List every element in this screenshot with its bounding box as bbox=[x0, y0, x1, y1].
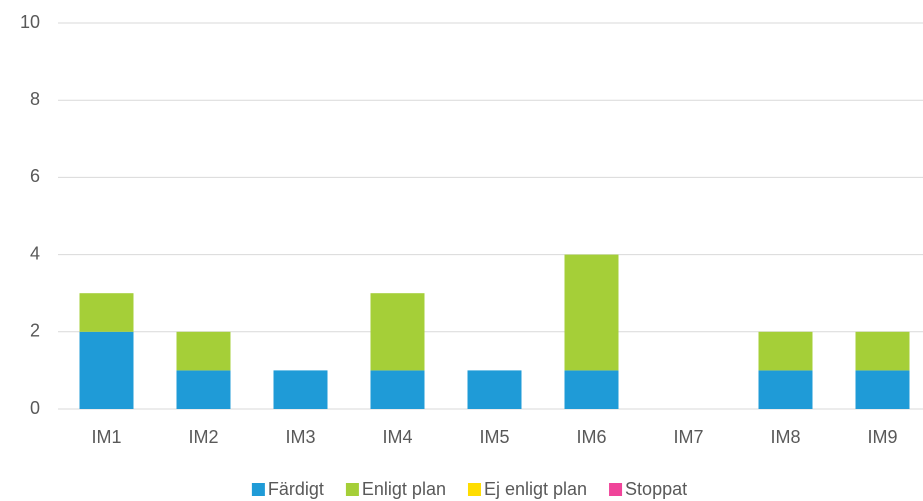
bar-segment bbox=[855, 370, 910, 409]
bar-segment bbox=[176, 331, 231, 371]
bar-segment bbox=[176, 370, 231, 409]
bar-segment bbox=[564, 370, 619, 409]
legend-swatch bbox=[609, 483, 623, 496]
legend-label: Enligt plan bbox=[362, 479, 446, 499]
bar-segment bbox=[564, 254, 619, 371]
x-tick-label: IM7 bbox=[673, 427, 703, 447]
y-tick-label: 6 bbox=[30, 166, 40, 186]
y-tick-label: 10 bbox=[20, 12, 40, 32]
y-tick-label: 0 bbox=[30, 398, 40, 418]
bar-segment bbox=[370, 370, 425, 409]
x-tick-label: IM8 bbox=[770, 427, 800, 447]
y-tick-label: 2 bbox=[30, 321, 40, 341]
legend-swatch bbox=[345, 483, 359, 496]
bar-segment bbox=[273, 370, 328, 409]
bar-segment bbox=[855, 331, 910, 371]
legend-label: Ej enligt plan bbox=[484, 479, 587, 499]
legend-label: Färdigt bbox=[268, 479, 324, 499]
x-tick-label: IM6 bbox=[576, 427, 606, 447]
x-tick-label: IM4 bbox=[382, 427, 412, 447]
x-tick-label: IM1 bbox=[91, 427, 121, 447]
bar-segment bbox=[758, 331, 813, 371]
bar-segment bbox=[758, 370, 813, 409]
x-tick-label: IM2 bbox=[188, 427, 218, 447]
y-tick-label: 8 bbox=[30, 89, 40, 109]
x-tick-label: IM3 bbox=[285, 427, 315, 447]
legend-swatch bbox=[467, 483, 481, 496]
bar-segment bbox=[467, 370, 522, 409]
legend-label: Stoppat bbox=[625, 479, 687, 499]
bar-segment bbox=[370, 293, 425, 371]
bar-segment bbox=[79, 331, 134, 409]
bar-segment bbox=[79, 293, 134, 332]
legend-swatch bbox=[251, 483, 265, 496]
x-tick-label: IM5 bbox=[479, 427, 509, 447]
x-tick-label: IM9 bbox=[867, 427, 897, 447]
y-tick-label: 4 bbox=[30, 243, 40, 263]
